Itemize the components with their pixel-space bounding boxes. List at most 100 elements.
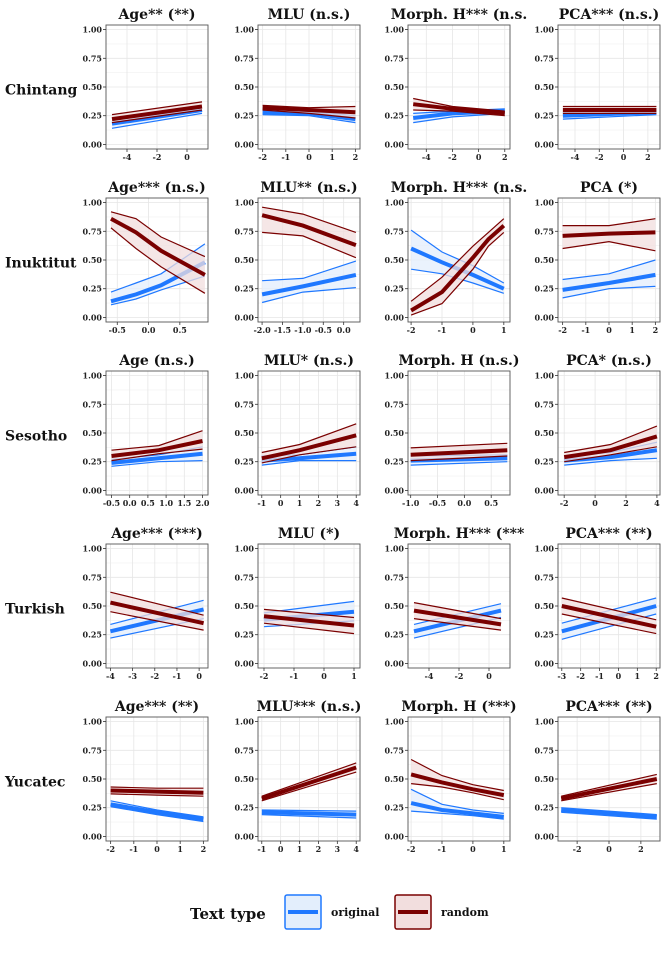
panel-title: MLU (n.s.) [268,7,351,23]
y-tick-label: 1.00 [385,544,405,554]
y-tick-label: 1.00 [235,198,255,208]
x-tick-label: 2 [316,844,322,854]
y-tick-label: 1.00 [235,25,255,35]
x-tick-label: 0.5 [141,498,155,508]
y-tick-label: 1.00 [385,371,405,381]
random-ci-upper-line [564,425,658,454]
y-tick-label: 0.25 [235,803,254,813]
random-ci-lower-line [564,446,658,463]
x-tick-label: 4 [353,844,359,854]
original-ci-lower-line [262,114,356,124]
x-tick-label: -4 [106,671,115,681]
y-tick-label: 0.00 [535,139,555,149]
x-tick-label: -2 [560,498,569,508]
original-ci-lower-line [411,810,504,820]
x-tick-label: 0 [470,844,476,854]
x-tick-label: -1 [290,671,299,681]
y-tick-label: 0.00 [83,485,103,495]
y-tick-label: 0.00 [385,139,405,149]
random-ci-lower-line [261,446,357,464]
panel-title: PCA*** (n.s.) [559,7,659,23]
original-fit-line [261,272,357,297]
x-tick-label: -1 [595,671,604,681]
random-fit-line [111,439,203,458]
random-fit-line [261,213,357,247]
original-ci-lower-line [564,457,657,466]
row-label-sesotho: Sesotho [5,428,67,444]
random-fit-line [261,765,357,801]
panel-r3-c3: 0.00 0.25 0.50 0.75 1.00 -3 -2 -1 0 1 2 PCA*** (**) [535,526,661,681]
random-fit-line [262,105,356,115]
original-ci-lower-line [110,275,206,306]
y-tick-label: 0.25 [83,111,102,121]
original-ci-band [111,243,205,305]
y-tick-label: 0.75 [535,572,554,582]
y-tick-label: 0.00 [385,831,405,841]
y-tick-label: 0.25 [385,457,404,467]
panel-title: Age** (**) [118,7,196,23]
original-ci-lower-line [261,287,356,304]
y-tick-label: 0.50 [385,255,405,265]
random-ci-upper-line [261,423,357,454]
row-label-turkish: Turkish [5,601,65,617]
y-tick-label: 0.75 [385,226,404,236]
x-tick-label: -2 [576,671,585,681]
original-ci-upper-line [561,807,657,816]
y-tick-label: 0.50 [535,601,555,611]
random-fit-line [110,216,206,277]
y-tick-label: 1.00 [535,717,555,727]
random-ci-upper-line [561,773,657,797]
row-label-chintang: Chintang [5,82,78,98]
y-tick-label: 0.25 [535,457,554,467]
y-tick-label: 0.50 [235,601,255,611]
original-ci-upper-line [261,809,357,812]
panel-r2-c1: 0.00 0.25 0.50 0.75 1.00 -1 0 1 2 3 4 MLU* (n.s.) [235,353,361,508]
x-tick-label: -2 [153,152,162,162]
y-tick-label: 0.50 [235,255,255,265]
y-tick-label: 1.00 [385,25,405,35]
y-tick-label: 0.50 [385,82,405,92]
y-tick-label: 1.00 [235,717,255,727]
y-tick-label: 1.00 [83,371,103,381]
y-tick-label: 0.25 [235,457,254,467]
random-fit-line [560,777,658,801]
x-tick-label: 1 [297,844,303,854]
x-tick-label: 0 [621,152,627,162]
panel-title: PCA (*) [580,180,638,196]
x-tick-label: -1 [438,844,447,854]
y-tick-label: 1.00 [535,371,555,381]
x-tick-label: 2 [502,152,508,162]
x-tick-label: -2.0 [253,325,271,335]
x-tick-label: 2 [623,498,629,508]
random-ci-upper-line [410,758,504,792]
panel-title: PCA*** (**) [565,699,652,715]
y-tick-label: 1.00 [535,25,555,35]
y-tick-label: 0.00 [83,312,103,322]
x-tick-label: 2 [201,844,207,854]
original-ci-lower-line [561,811,657,820]
panel-title: Morph. H*** (*** [394,526,525,542]
x-tick-label: 0.0 [123,498,137,508]
y-tick-label: 0.75 [83,53,102,63]
y-tick-label: 0.00 [83,139,103,149]
random-fit-line [110,788,204,795]
x-tick-label: 1.5 [177,498,191,508]
x-tick-label: 1 [635,671,641,681]
y-tick-label: 0.75 [235,399,254,409]
y-tick-label: 0.50 [385,428,405,438]
x-tick-label: -4 [422,152,431,162]
legend-label-random: random [441,906,489,919]
random-fit-line [410,772,505,798]
original-ci-upper-line [562,259,656,281]
panel-r2-c0: 0.00 0.25 0.50 0.75 1.00 -0.5 0.0 0.5 1.0 1.5 2.0 A… [83,353,210,508]
random-fit-line [410,224,506,313]
x-tick-label: 4 [353,498,359,508]
original-ci-lower-line [110,806,204,823]
x-tick-label: 2.0 [196,498,210,508]
x-tick-label: -2 [573,844,582,854]
random-ci-lower-line [111,448,203,462]
x-tick-label: -2 [258,152,267,162]
y-tick-label: 0.25 [83,803,102,813]
y-tick-label: 0.25 [235,111,254,121]
panel-r3-c2: 0.00 0.25 0.50 0.75 1.00 -4 -2 0 Morph. H*** (**… [385,526,525,681]
